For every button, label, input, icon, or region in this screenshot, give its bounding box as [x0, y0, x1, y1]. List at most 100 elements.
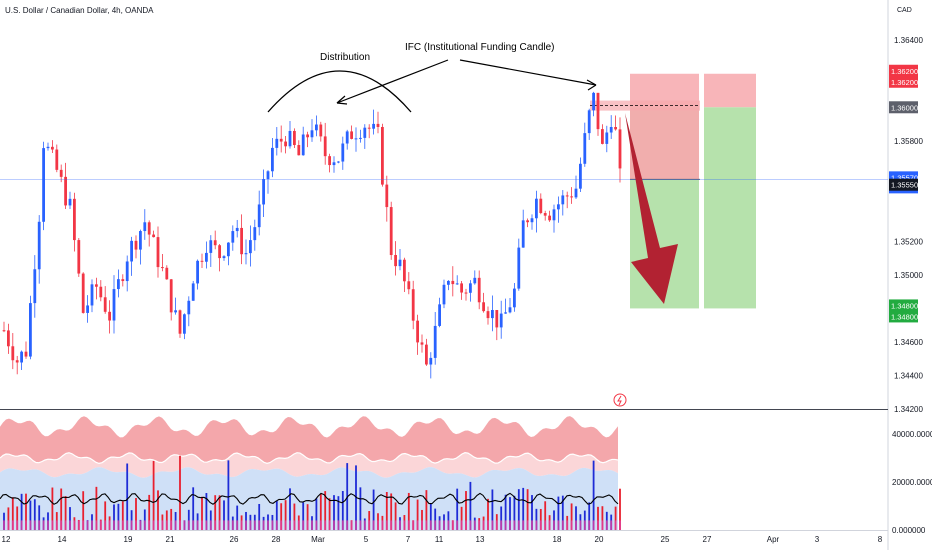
osc-bar: [117, 503, 120, 530]
osc-bar: [214, 495, 217, 530]
candle-body: [345, 131, 349, 144]
osc-bar-base: [311, 520, 313, 530]
osc-bar-base: [82, 520, 85, 530]
osc-bar-base: [319, 520, 322, 530]
currency-label[interactable]: CAD: [897, 7, 912, 14]
candle-body: [59, 169, 63, 177]
price-tick-label: 1.34600: [894, 338, 923, 347]
osc-bar-base: [597, 520, 599, 530]
candle-body: [535, 198, 538, 219]
osc-bar: [280, 503, 283, 530]
candle-body: [381, 126, 384, 185]
time-tick-label: 26: [230, 535, 239, 544]
candle-body: [614, 127, 617, 130]
entry-badge-bg: [889, 101, 918, 114]
candle-body: [433, 325, 437, 358]
osc-bar-base: [293, 520, 296, 530]
osc-bar-base: [478, 520, 481, 530]
osc-bar: [227, 460, 230, 530]
osc-bar: [126, 463, 129, 530]
osc-bar-base: [465, 520, 467, 530]
osc-bar: [513, 495, 516, 530]
osc-bar: [69, 507, 71, 530]
candle-body: [24, 351, 28, 357]
osc-bar: [491, 489, 494, 530]
candle-body: [209, 240, 213, 253]
candle-body: [174, 310, 177, 313]
candle-body: [425, 344, 428, 365]
osc-bar-base: [130, 520, 133, 530]
candle-body: [389, 207, 393, 256]
price-tick-label: 1.35800: [894, 137, 923, 146]
osc-bar: [192, 487, 195, 530]
candle-body: [337, 161, 340, 163]
osc-bar-base: [51, 520, 54, 530]
osc-bar: [315, 498, 318, 530]
osc-bar-base: [126, 520, 129, 530]
osc-bar: [341, 491, 344, 530]
osc-bar-base: [346, 520, 349, 530]
osc-bar: [324, 491, 327, 530]
distribution-label: Distribution: [320, 52, 370, 63]
osc-bar-base: [377, 520, 379, 530]
osc-bar-base: [33, 520, 36, 530]
osc-bar: [619, 488, 621, 530]
candle-body: [504, 312, 507, 314]
osc-bar-base: [583, 520, 586, 530]
osc-bar-base: [487, 520, 489, 530]
candle-body: [73, 198, 76, 241]
price-tick-label: 1.35000: [894, 271, 923, 280]
osc-bar-base: [341, 520, 344, 530]
osc-bar-base: [262, 520, 265, 530]
osc-bar-base: [412, 520, 415, 530]
candle-body: [161, 267, 164, 269]
osc-bar-base: [42, 520, 45, 530]
arrowhead-right: [586, 79, 597, 91]
candle-body: [11, 346, 15, 361]
candle-body: [112, 289, 116, 321]
event-icon[interactable]: [613, 393, 627, 407]
osc-bar-base: [407, 520, 410, 530]
osc-bar: [275, 500, 278, 530]
osc-bar-base: [605, 520, 608, 530]
osc-bar-base: [539, 520, 542, 530]
candle-body: [552, 209, 556, 221]
osc-bar-base: [469, 520, 472, 530]
osc-bar-base: [592, 520, 595, 530]
candle-body: [306, 134, 309, 138]
candle-body: [301, 134, 305, 156]
osc-bar-base: [117, 520, 120, 530]
candle-body: [121, 279, 125, 282]
osc-bar-base: [381, 520, 384, 530]
osc-bar-base: [526, 520, 529, 530]
osc-bar-base: [196, 520, 199, 530]
osc-bar: [553, 510, 555, 530]
candle-body: [394, 255, 397, 267]
osc-bar-base: [218, 520, 221, 530]
osc-bar-base: [548, 520, 551, 530]
candle-body: [464, 292, 468, 294]
osc-bar-base: [253, 520, 256, 530]
candle-body: [77, 240, 81, 274]
osc-bar-base: [438, 520, 441, 530]
osc-bar-base: [575, 520, 577, 530]
candle-body: [385, 184, 389, 208]
osc-bar-base: [359, 520, 362, 530]
osc-bar: [359, 487, 362, 530]
osc-bar-base: [416, 520, 419, 530]
candle-body: [81, 273, 85, 313]
candle-body: [618, 129, 622, 169]
osc-bar-base: [385, 520, 388, 530]
candle-body: [557, 204, 560, 210]
candle-body: [477, 277, 481, 303]
candle-body: [227, 242, 230, 257]
last-price-badge: 1.35570: [891, 173, 918, 182]
candle-body: [587, 110, 591, 134]
osc-bar-base: [306, 520, 309, 530]
osc-bar-base: [108, 520, 111, 530]
osc-bar: [328, 498, 331, 530]
target-badge-b: 1.34800: [891, 312, 918, 321]
osc-bar: [531, 495, 533, 530]
candle-body: [323, 136, 327, 157]
